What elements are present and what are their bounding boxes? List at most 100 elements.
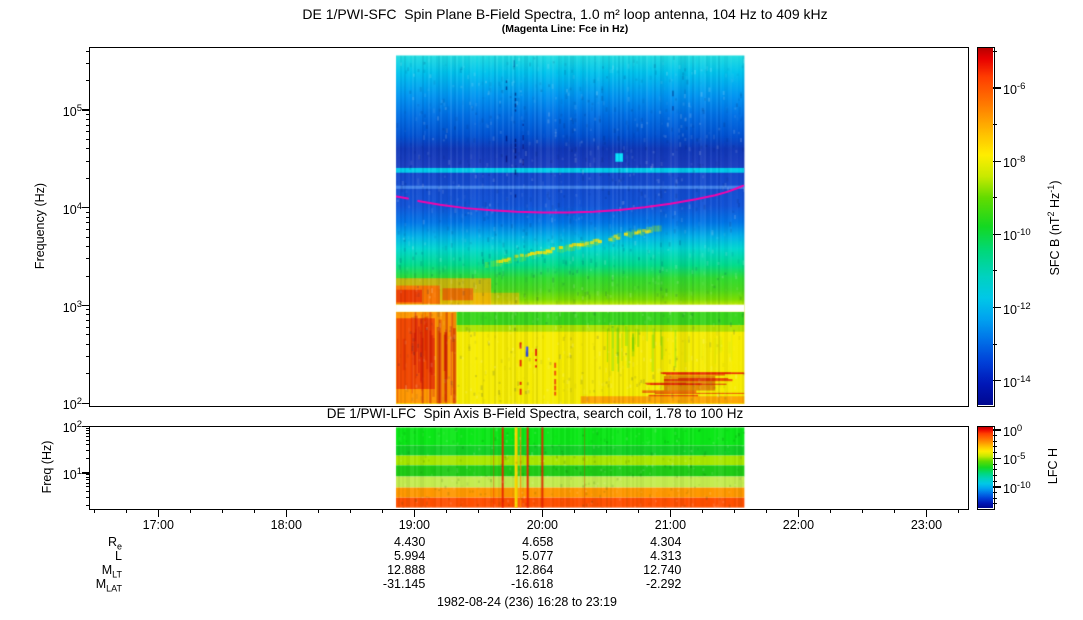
colorbar-major-tick <box>993 457 1001 460</box>
colorbar-major-tick <box>993 486 1001 488</box>
freq-minor-tick <box>86 211 90 213</box>
freq-minor-tick <box>86 373 90 375</box>
colorbar-minor-tick <box>993 497 997 499</box>
freq-minor-tick <box>86 476 90 478</box>
time-minor-tick <box>445 509 447 513</box>
eph-value: 4.430 <box>394 535 426 549</box>
freq-tick-label: 104 <box>62 200 82 217</box>
time-minor-tick <box>605 509 607 513</box>
freq-minor-tick <box>86 430 90 432</box>
time-minor-tick <box>221 509 223 513</box>
colorbar-minor-tick <box>993 270 997 272</box>
colorbar-tick-label: 10-10 <box>1003 479 1031 496</box>
eph-value: 4.304 <box>650 535 682 549</box>
eph-value: 12.888 <box>387 563 426 577</box>
freq-minor-tick <box>86 490 90 492</box>
freq-minor-tick <box>86 343 90 345</box>
colorbar-tick-label: 10-14 <box>1003 373 1031 390</box>
freq-minor-tick <box>86 450 90 452</box>
figure-title: DE 1/PWI-SFC Spin Plane B-Field Spectra,… <box>302 6 828 22</box>
colorbar-tick-label: 10-8 <box>1003 154 1026 171</box>
colorbar-minor-tick <box>993 124 997 126</box>
colorbar-major-tick <box>993 87 1001 89</box>
freq-major-tick <box>82 206 90 209</box>
time-major-tick <box>797 509 800 517</box>
colorbar-major-tick <box>993 160 1001 163</box>
eph-value: -2.292 <box>645 577 682 591</box>
colorbar-major-tick <box>993 233 1001 236</box>
eph-value: 4.658 <box>522 535 554 549</box>
time-minor-tick <box>125 509 127 513</box>
freq-minor-tick <box>86 356 90 358</box>
freq-minor-tick <box>86 458 90 460</box>
time-tick-label: 21:00 <box>654 518 687 532</box>
freq-minor-tick <box>86 160 90 162</box>
time-minor-tick <box>381 509 383 513</box>
eph-value: 4.313 <box>650 549 682 563</box>
freq-minor-tick <box>86 148 90 150</box>
freq-minor-tick <box>86 320 90 322</box>
eph-value: 5.077 <box>522 549 554 563</box>
freq-minor-tick <box>86 275 90 277</box>
colorbar-minor-tick <box>993 480 997 482</box>
time-minor-tick <box>829 509 831 513</box>
time-minor-tick <box>317 509 319 513</box>
freq-minor-tick <box>86 436 90 438</box>
freq-minor-tick <box>86 118 90 120</box>
freq-minor-tick <box>86 334 90 336</box>
colorbar-tick-label: 10-5 <box>1003 451 1026 468</box>
time-minor-tick <box>189 509 191 513</box>
freq-tick-label: 102 <box>62 396 82 413</box>
colorbar-tick-label: 10-6 <box>1003 81 1026 98</box>
time-minor-tick <box>957 509 959 513</box>
time-major-tick <box>541 509 544 517</box>
time-minor-tick <box>93 509 95 513</box>
freq-minor-tick <box>86 177 90 179</box>
freq-minor-tick <box>86 504 90 506</box>
freq-minor-tick <box>86 138 90 140</box>
colorbar-major-tick <box>993 306 1001 309</box>
freq-minor-tick <box>86 482 90 484</box>
freq-major-tick <box>82 425 90 428</box>
sfc-colorbar-label-text: ) <box>1048 180 1063 185</box>
colorbar-minor-tick <box>993 446 997 448</box>
colorbar-minor-tick <box>993 452 997 454</box>
freq-major-tick <box>82 109 90 111</box>
time-tick-label: 19:00 <box>398 518 430 532</box>
sfc-colorbar-label-text: SFC B (nT <box>1048 216 1063 276</box>
freq-tick-label: 101 <box>62 465 82 482</box>
freq-minor-tick <box>86 228 90 230</box>
time-tick-label: 23:00 <box>910 518 943 532</box>
freq-minor-tick <box>86 236 90 238</box>
colorbar-minor-tick <box>993 440 997 442</box>
freq-minor-tick <box>86 428 90 430</box>
freq-tick-label: 102 <box>62 419 82 436</box>
freq-minor-tick <box>86 496 90 498</box>
time-minor-tick <box>349 509 351 513</box>
colorbar-major-tick <box>993 379 1001 382</box>
time-minor-tick <box>477 509 479 513</box>
figure-subtitle: (Magenta Line: Fce in Hz) <box>501 23 629 35</box>
time-tick-label: 17:00 <box>142 518 174 532</box>
colorbar-tick-label: 10-10 <box>1003 227 1031 244</box>
freq-minor-tick <box>86 444 90 446</box>
time-minor-tick <box>701 509 703 513</box>
freq-minor-tick <box>86 433 90 435</box>
colorbar-minor-tick <box>993 435 997 437</box>
eph-value: 12.864 <box>515 563 554 577</box>
time-tick-label: 20:00 <box>526 518 558 532</box>
colorbar-minor-tick <box>993 463 997 465</box>
time-minor-tick <box>637 509 639 513</box>
time-major-tick <box>925 509 928 517</box>
time-minor-tick <box>733 509 735 513</box>
time-range-footer: 1982-08-24 (236) 16:28 to 23:19 <box>437 595 617 609</box>
freq-minor-tick <box>86 474 90 476</box>
freq-tick-label: 105 <box>62 102 82 120</box>
sfc-colorbar-label-text: Hz <box>1048 192 1063 212</box>
colorbar-minor-tick <box>993 469 997 471</box>
time-major-tick <box>413 509 416 517</box>
freq-minor-tick <box>86 314 90 316</box>
freq-tick-label: 103 <box>62 298 82 315</box>
freq-major-tick <box>82 402 90 405</box>
freq-minor-tick <box>86 124 90 126</box>
